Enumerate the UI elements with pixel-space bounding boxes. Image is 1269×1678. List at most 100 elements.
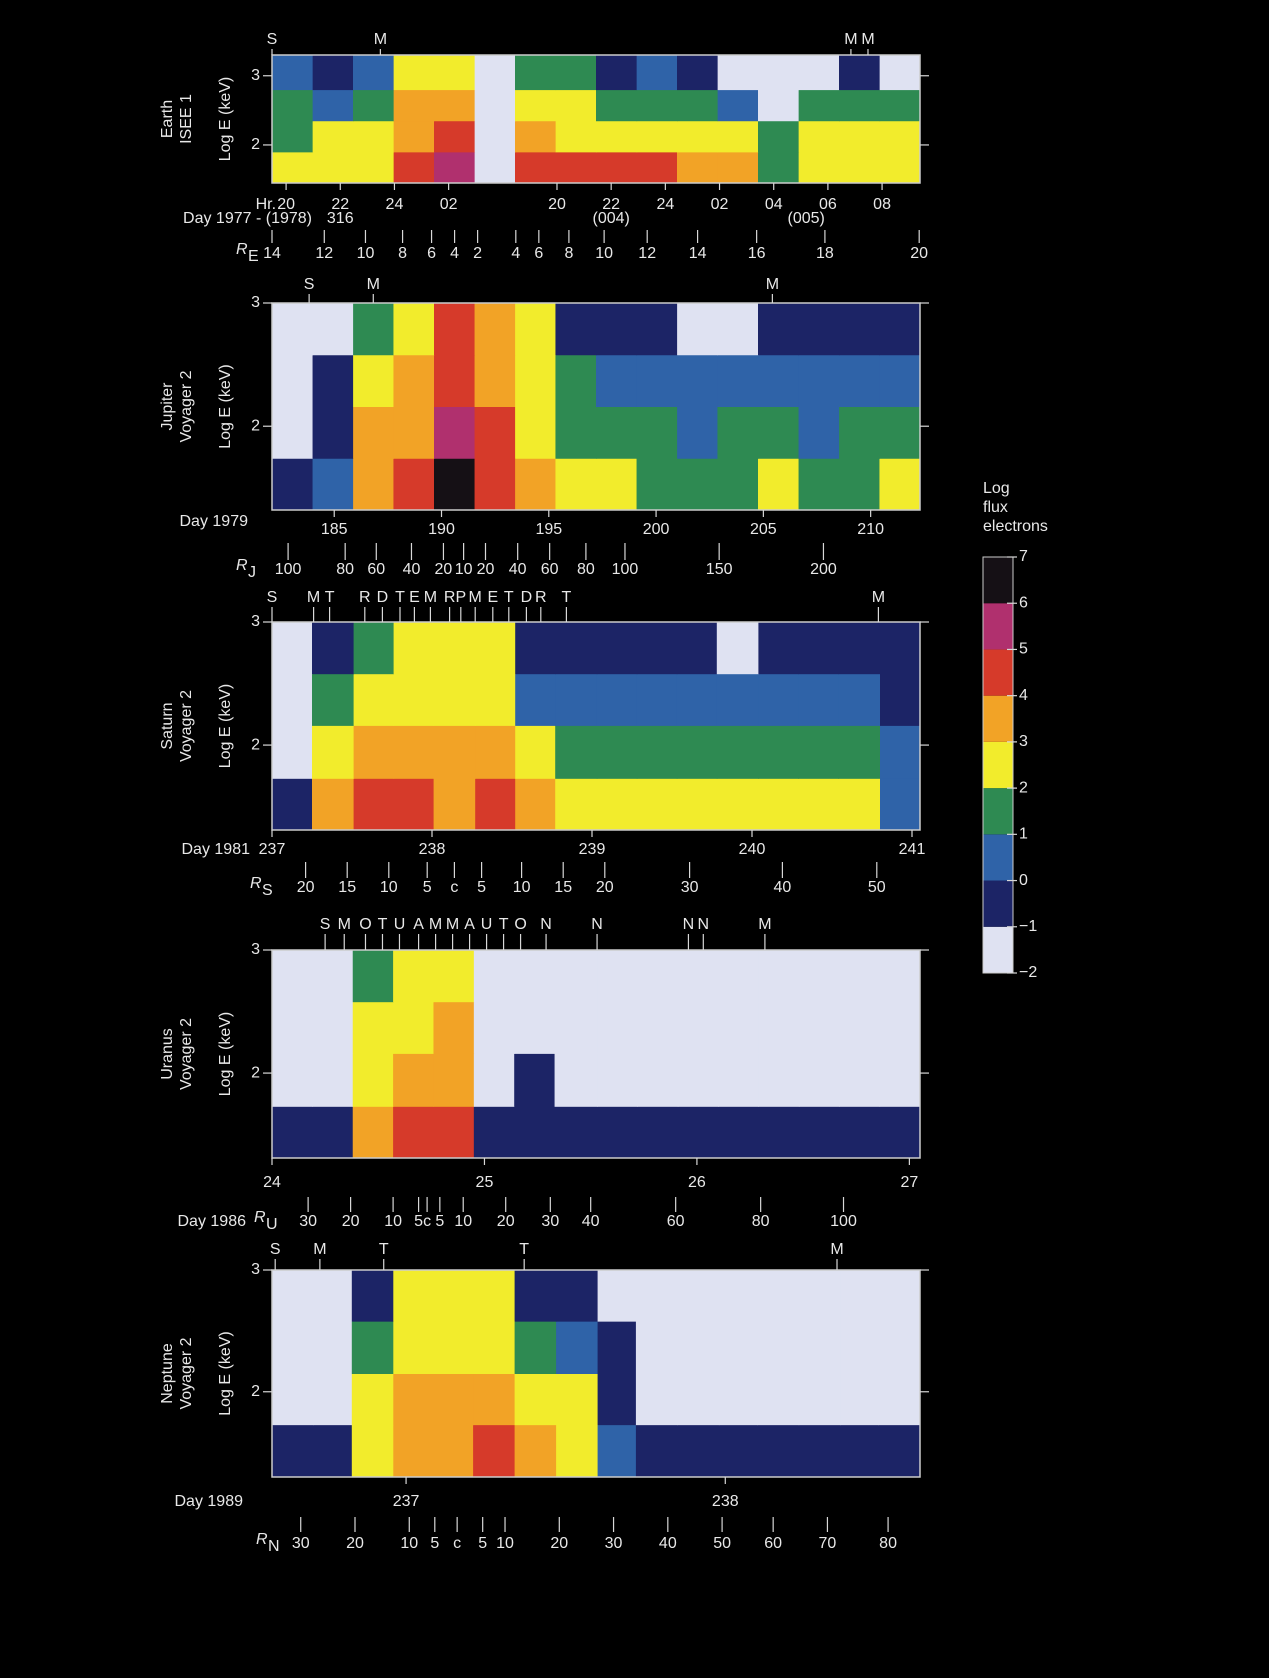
cell: [799, 355, 840, 407]
r-tick-label: 18: [816, 245, 834, 262]
cell: [312, 674, 354, 726]
cell: [678, 950, 719, 1002]
cell: [514, 1106, 555, 1158]
cell: [555, 674, 597, 726]
day-title: Day 1989: [175, 1493, 244, 1510]
cell: [799, 152, 840, 184]
cell: [434, 778, 476, 830]
x-tick-label: 02: [711, 196, 729, 213]
event-marker: D: [521, 589, 533, 606]
cell: [719, 1321, 758, 1374]
cell: [394, 121, 435, 153]
cell: [678, 1002, 719, 1054]
cell: [312, 1106, 353, 1158]
cell: [598, 1321, 637, 1374]
cell: [435, 1425, 474, 1478]
event-marker: S: [267, 589, 278, 606]
r-tick-label: 100: [612, 561, 639, 578]
cell: [313, 1270, 352, 1322]
cell: [393, 950, 434, 1002]
cell: [272, 725, 313, 778]
cell: [353, 1053, 394, 1106]
cell: [840, 1270, 879, 1322]
r-tick-label: 20: [596, 879, 614, 896]
y-axis-label: Log E (keV): [217, 684, 234, 768]
cell: [475, 303, 516, 355]
x-tick-label: 08: [873, 196, 891, 213]
cell: [313, 1425, 352, 1478]
colorbar-tick-label: −1: [1019, 918, 1037, 935]
event-marker: T: [562, 589, 572, 606]
r-tick-label: 14: [689, 245, 707, 262]
cell: [598, 1425, 637, 1478]
cell: [879, 1374, 921, 1426]
cell: [475, 55, 516, 90]
r-tick-label: 10: [595, 245, 613, 262]
x-tick-label: 27: [900, 1174, 918, 1191]
cell: [879, 355, 920, 407]
cell: [758, 303, 799, 355]
cell: [597, 1106, 638, 1158]
x-tick-label: 210: [857, 521, 884, 538]
cell: [312, 1053, 353, 1106]
cell: [637, 458, 678, 510]
panel-name: Neptune: [159, 1343, 176, 1404]
cell: [798, 725, 839, 778]
x-tick-label: 190: [428, 521, 455, 538]
x-tick-label: 241: [899, 841, 926, 858]
cell: [272, 55, 313, 90]
cell: [393, 458, 434, 510]
colorbar-segment: [983, 696, 1013, 742]
cell: [313, 55, 354, 90]
r-tick-label: 60: [367, 561, 385, 578]
cell: [880, 674, 921, 726]
cell: [880, 1002, 921, 1054]
cell: [354, 622, 395, 674]
cell: [354, 674, 395, 726]
event-marker: M: [830, 1241, 843, 1258]
cell: [353, 55, 394, 90]
r-tick-label: 5: [478, 1535, 487, 1552]
cell: [393, 1270, 435, 1322]
r-tick-label: 10: [513, 879, 531, 896]
cell: [434, 121, 475, 153]
cell: [434, 90, 475, 122]
cell: [514, 1002, 555, 1054]
cell: [272, 121, 313, 153]
cell: [597, 1053, 638, 1106]
cell: [636, 1374, 678, 1426]
cell: [434, 458, 475, 510]
r-tick-label: 10: [496, 1535, 514, 1552]
cell: [596, 152, 637, 184]
x-tick-label: 24: [263, 1174, 281, 1191]
cell: [718, 55, 759, 90]
y-tick-label: 3: [251, 613, 260, 630]
cell: [879, 1270, 921, 1322]
x-tick-label: 26: [688, 1174, 706, 1191]
r-label: R: [236, 241, 248, 258]
cell: [515, 1425, 557, 1478]
cell: [839, 950, 880, 1002]
cell: [474, 1106, 515, 1158]
cell: [717, 622, 759, 674]
cell: [717, 725, 759, 778]
cell: [880, 121, 921, 153]
cell: [636, 1270, 678, 1322]
r-label: R: [256, 1531, 268, 1548]
event-marker: M: [424, 589, 437, 606]
cell: [596, 121, 637, 153]
r-tick-label: 10: [380, 879, 398, 896]
y-tick-label: 2: [251, 417, 260, 434]
r-tick-label: 30: [292, 1535, 310, 1552]
r-tick-label: 30: [541, 1213, 559, 1230]
cell: [313, 1374, 352, 1426]
cell: [637, 152, 678, 184]
cell: [393, 1374, 435, 1426]
cell: [272, 407, 313, 459]
cell: [879, 407, 920, 459]
cell: [799, 458, 840, 510]
cell: [799, 90, 840, 122]
cell: [473, 1374, 515, 1426]
r-tick-label: 6: [427, 245, 436, 262]
cell: [839, 407, 880, 459]
